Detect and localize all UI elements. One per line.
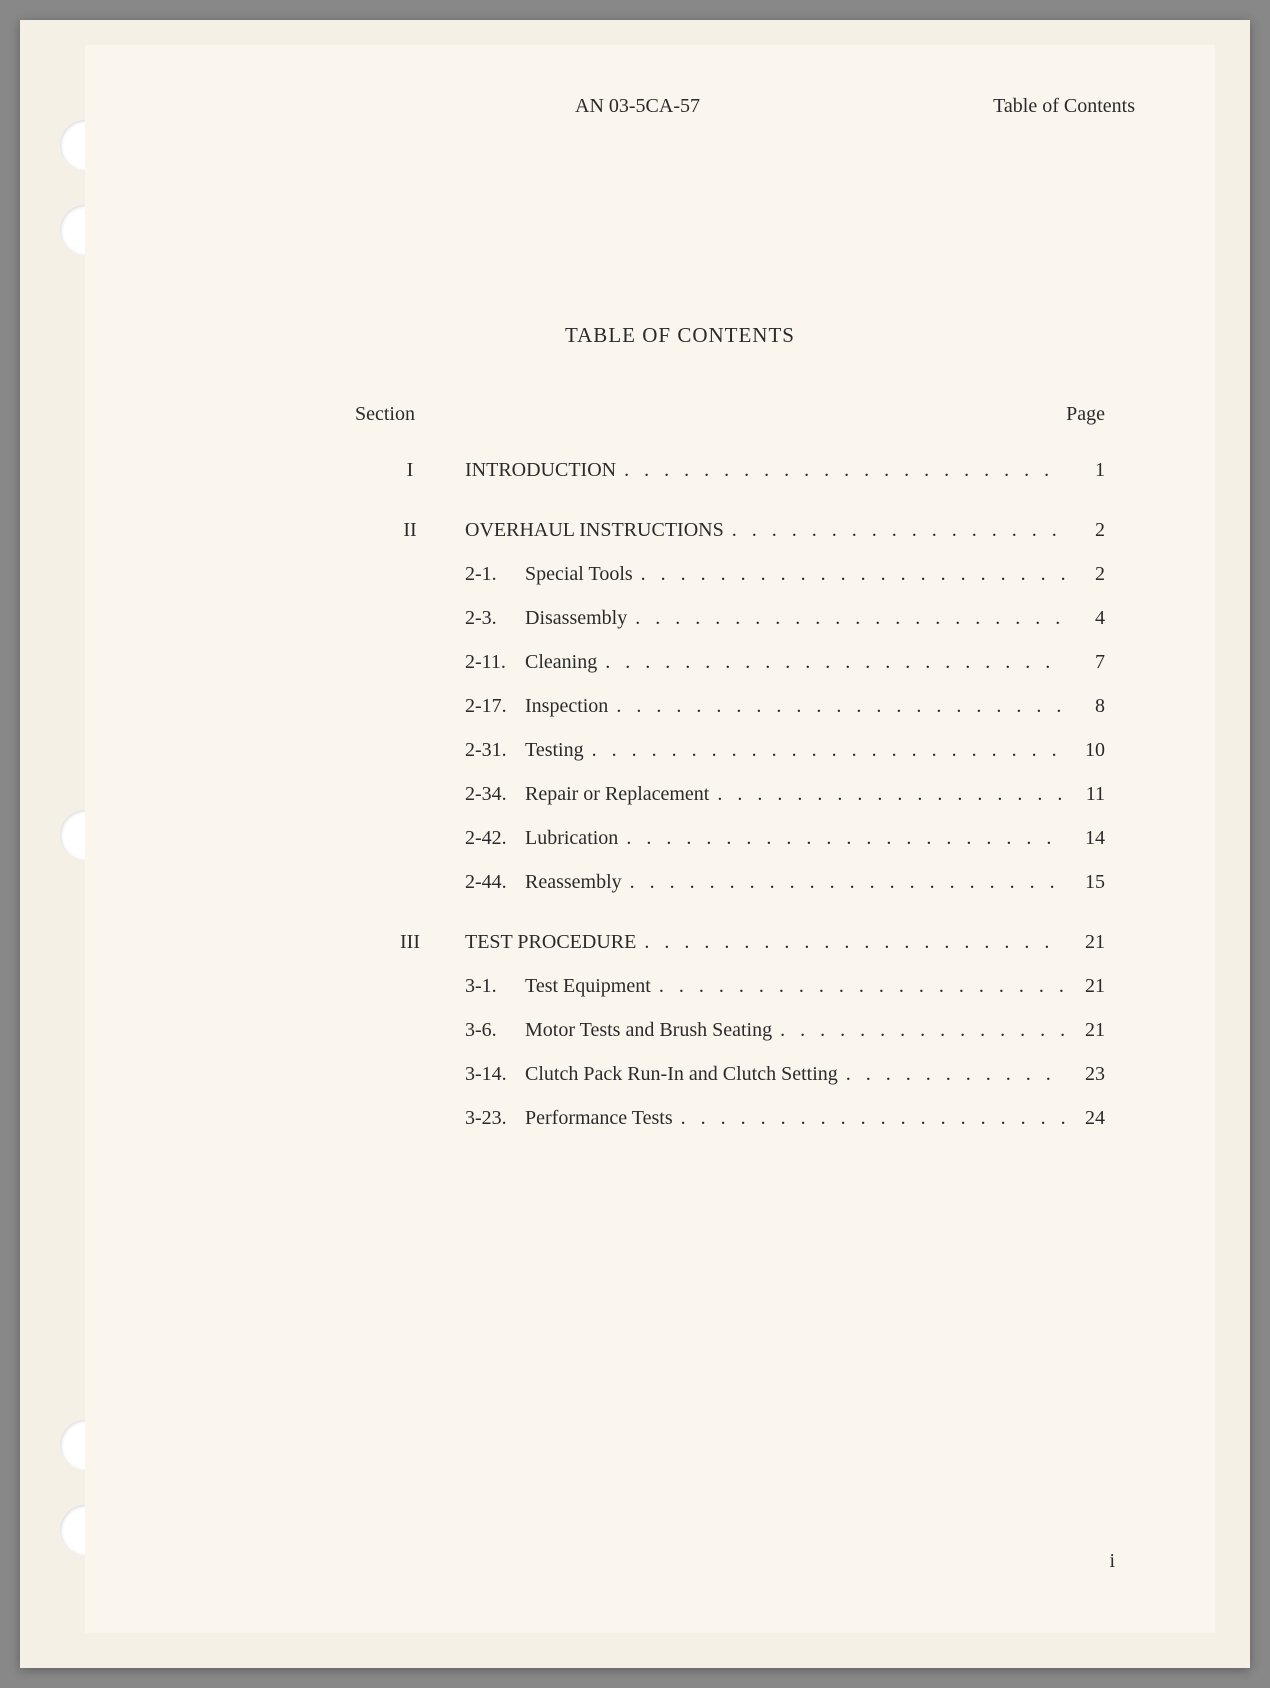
entry-title: Testing [525,734,584,766]
leader-dots: . . . . . . . . . . . . . . . . . . . . … [636,926,1065,958]
leader-dots: . . . . . . . . . . . . . . . . . . . . … [618,822,1065,854]
leader-dots: . . . . . . . . . . . . . . . . . . . . … [724,514,1065,546]
page-column-header: Page [1066,403,1105,426]
toc-entry-row: 2-17.Inspection. . . . . . . . . . . . .… [355,690,1105,722]
section-roman-numeral: III [355,926,465,958]
toc-entry-row: 3-1.Test Equipment. . . . . . . . . . . … [355,970,1105,1002]
leader-dots: . . . . . . . . . . . . . . . . . . . . … [584,734,1065,766]
entry-title: Motor Tests and Brush Seating [525,1014,772,1046]
toc-entry-row: 2-3.Disassembly. . . . . . . . . . . . .… [355,602,1105,634]
toc-entry-row: 2-44.Reassembly. . . . . . . . . . . . .… [355,866,1105,898]
entry-page-number: 23 [1065,1058,1105,1090]
entry-title: Inspection [525,690,608,722]
toc-entry-row: 2-1.Special Tools. . . . . . . . . . . .… [355,558,1105,590]
entry-number: 3-6. [465,1014,525,1046]
section-roman-numeral: I [355,454,465,486]
toc-section-row: IIOVERHAUL INSTRUCTIONS. . . . . . . . .… [355,514,1105,546]
entry-page-number: 15 [1065,866,1105,898]
entry-number: 2-44. [465,866,525,898]
leader-dots: . . . . . . . . . . . . . . . . . . . . … [597,646,1065,678]
entry-number: 3-1. [465,970,525,1002]
entry-number: 2-34. [465,778,525,810]
toc-section-row: IIITEST PROCEDURE. . . . . . . . . . . .… [355,926,1105,958]
entry-page-number: 10 [1065,734,1105,766]
entry-number: 2-42. [465,822,525,854]
leader-dots: . . . . . . . . . . . . . . . . . . . . … [838,1058,1065,1090]
entry-number: 2-1. [465,558,525,590]
document-page: AN 03-5CA-57 Table of Contents TABLE OF … [20,20,1250,1668]
header-page-label: Table of Contents [993,95,1135,118]
entry-page-number: 2 [1065,558,1105,590]
page-footer-number: i [1109,1550,1115,1573]
section-title: TEST PROCEDURE [465,926,636,958]
entry-number: 3-23. [465,1102,525,1134]
toc-section: IIITEST PROCEDURE. . . . . . . . . . . .… [355,926,1105,1134]
entry-page-number: 4 [1065,602,1105,634]
entry-page-number: 7 [1065,646,1105,678]
entry-page-number: 21 [1065,970,1105,1002]
entry-title: Cleaning [525,646,597,678]
toc-entry-row: 2-42.Lubrication. . . . . . . . . . . . … [355,822,1105,854]
toc-title: TABLE OF CONTENTS [225,323,1135,348]
section-column-header: Section [355,403,415,426]
toc-entry-row: 2-11.Cleaning. . . . . . . . . . . . . .… [355,646,1105,678]
leader-dots: . . . . . . . . . . . . . . . . . . . . … [622,866,1065,898]
toc-entry-row: 3-23.Performance Tests. . . . . . . . . … [355,1102,1105,1134]
toc-entry-row: 3-14.Clutch Pack Run-In and Clutch Setti… [355,1058,1105,1090]
section-roman-numeral: II [355,514,465,546]
section-page-number: 2 [1065,514,1105,546]
entry-number: 2-3. [465,602,525,634]
leader-dots: . . . . . . . . . . . . . . . . . . . . … [673,1102,1065,1134]
entry-title: Clutch Pack Run-In and Clutch Setting [525,1058,838,1090]
toc-section-row: IINTRODUCTION. . . . . . . . . . . . . .… [355,454,1105,486]
leader-dots: . . . . . . . . . . . . . . . . . . . . … [608,690,1065,722]
entry-title: Reassembly [525,866,622,898]
entry-title: Disassembly [525,602,627,634]
section-page-number: 21 [1065,926,1105,958]
page-content: AN 03-5CA-57 Table of Contents TABLE OF … [85,45,1215,1633]
entry-title: Repair or Replacement [525,778,709,810]
leader-dots: . . . . . . . . . . . . . . . . . . . . … [627,602,1065,634]
toc-section: IIOVERHAUL INSTRUCTIONS. . . . . . . . .… [355,514,1105,898]
toc-column-headers: Section Page [355,403,1105,426]
entry-title: Performance Tests [525,1102,673,1134]
entry-number: 2-31. [465,734,525,766]
entry-number: 2-11. [465,646,525,678]
entry-title: Lubrication [525,822,618,854]
leader-dots: . . . . . . . . . . . . . . . . . . . . … [651,970,1065,1002]
toc-entry-row: 2-34.Repair or Replacement. . . . . . . … [355,778,1105,810]
entry-page-number: 24 [1065,1102,1105,1134]
toc-container: Section Page IINTRODUCTION. . . . . . . … [355,403,1105,1134]
toc-entry-row: 2-31.Testing. . . . . . . . . . . . . . … [355,734,1105,766]
entry-number: 2-17. [465,690,525,722]
entry-page-number: 21 [1065,1014,1105,1046]
page-header: AN 03-5CA-57 Table of Contents [225,95,1135,118]
document-number: AN 03-5CA-57 [575,95,700,118]
leader-dots: . . . . . . . . . . . . . . . . . . . . … [616,454,1065,486]
leader-dots: . . . . . . . . . . . . . . . . . . . . … [772,1014,1065,1046]
section-title: INTRODUCTION [465,454,616,486]
entry-page-number: 8 [1065,690,1105,722]
toc-entry-row: 3-6.Motor Tests and Brush Seating. . . .… [355,1014,1105,1046]
toc-section: IINTRODUCTION. . . . . . . . . . . . . .… [355,454,1105,486]
section-title: OVERHAUL INSTRUCTIONS [465,514,724,546]
section-page-number: 1 [1065,454,1105,486]
entry-title: Special Tools [525,558,633,590]
leader-dots: . . . . . . . . . . . . . . . . . . . . … [633,558,1065,590]
entry-page-number: 11 [1065,778,1105,810]
entry-number: 3-14. [465,1058,525,1090]
entry-title: Test Equipment [525,970,651,1002]
entry-page-number: 14 [1065,822,1105,854]
leader-dots: . . . . . . . . . . . . . . . . . . . . … [709,778,1065,810]
